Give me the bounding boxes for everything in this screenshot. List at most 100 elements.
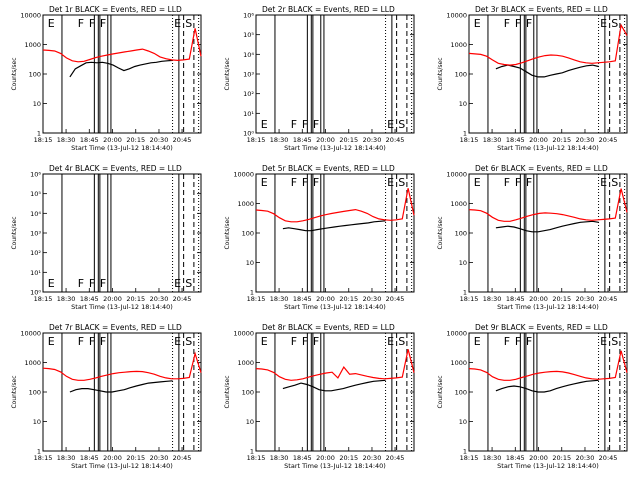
x-tick-label: 18:15 (34, 295, 53, 303)
flag-label: S (185, 277, 192, 290)
x-tick-label: 18:45 (293, 295, 312, 303)
x-axis-label: Start Time (13-Jul-12 18:14:40) (497, 144, 599, 152)
events-series-line (282, 220, 386, 232)
y-tick-label: 100 (29, 71, 41, 79)
flag-label: F (515, 17, 521, 30)
x-tick-label: 18:30 (270, 454, 289, 462)
x-tick-label: 20:00 (529, 136, 548, 144)
flag-label: F (291, 118, 297, 131)
y-tick-label: 10000 (233, 171, 254, 179)
flag-label: F (504, 17, 510, 30)
y-tick-label: 10⁶ (243, 12, 254, 20)
x-tick-label: 18:15 (34, 454, 53, 462)
flag-label: F (504, 335, 510, 348)
flag-label: E (600, 17, 607, 30)
lld-series-line (42, 351, 202, 381)
x-tick-label: 20:45 (386, 136, 405, 144)
flag-label: E (48, 277, 55, 290)
plot-frame (255, 332, 415, 452)
x-axis-label: Start Time (13-Jul-12 18:14:40) (497, 303, 599, 311)
flag-label: F (100, 277, 106, 290)
flag-label: E (474, 17, 481, 30)
y-tick-label: 100 (242, 230, 254, 238)
flag-label: F (302, 335, 308, 348)
x-axis-label: Start Time (13-Jul-12 18:14:40) (497, 462, 599, 470)
x-tick-label: 18:15 (247, 136, 266, 144)
x-tick-label: 18:30 (57, 136, 76, 144)
flag-label: F (291, 335, 297, 348)
detector-panel-7: Det 7r BLACK = Events, RED = LLD 1 10 100 10… (11, 323, 202, 470)
flag-label: E (600, 176, 607, 189)
x-axis-label: Start Time (13-Jul-12 18:14:40) (284, 144, 386, 152)
y-tick-label: 10 (246, 259, 254, 267)
x-tick-label: 20:15 (552, 454, 571, 462)
events-series-line (495, 64, 599, 78)
flag-label: E (261, 176, 268, 189)
panel-title: Det 7r BLACK = Events, RED = LLD (49, 323, 182, 332)
x-tick-label: 18:45 (80, 295, 99, 303)
y-tick-label: 10¹ (243, 110, 254, 118)
x-tick-label: 20:15 (126, 454, 145, 462)
plot-frame (468, 173, 628, 293)
y-tick-label: 1000 (450, 200, 467, 208)
x-tick-label: 18:45 (293, 136, 312, 144)
y-tick-label: 100 (455, 230, 467, 238)
y-tick-label: 100 (455, 71, 467, 79)
y-tick-label: 10¹ (30, 269, 41, 277)
x-tick-label: 20:45 (386, 454, 405, 462)
x-tick-label: 18:15 (460, 454, 479, 462)
x-tick-label: 20:00 (103, 295, 122, 303)
panel-title: Det 8r BLACK = Events, RED = LLD (262, 323, 395, 332)
x-tick-label: 18:45 (293, 454, 312, 462)
y-axis-label: Counts/sec (224, 375, 231, 408)
detector-panel-9: Det 9r BLACK = Events, RED = LLD 1 10 100 10… (437, 323, 628, 470)
x-tick-label: 20:45 (173, 295, 192, 303)
y-tick-label: 10⁴ (30, 210, 41, 218)
x-tick-label: 20:00 (316, 295, 335, 303)
events-series-line (282, 379, 386, 392)
flag-label: F (89, 277, 95, 290)
lld-series-line (255, 349, 415, 381)
y-tick-label: 10² (30, 249, 41, 257)
flag-label: F (504, 176, 510, 189)
detector-panel-5: Det 5r BLACK = Events, RED = LLD 1 10 100 10… (224, 164, 415, 311)
panel-title: Det 2r BLACK = Events, RED = LLD (262, 5, 395, 14)
x-axis-label: Start Time (13-Jul-12 18:14:40) (71, 303, 173, 311)
x-tick-label: 18:30 (270, 136, 289, 144)
flag-label: F (313, 176, 319, 189)
events-series-line (69, 380, 173, 393)
flag-label: E (387, 335, 394, 348)
y-axis-label: Counts/sec (437, 216, 444, 249)
y-axis-label: Counts/sec (11, 216, 18, 249)
y-tick-label: 1000 (450, 359, 467, 367)
x-tick-label: 18:45 (506, 136, 525, 144)
flag-label: F (291, 176, 297, 189)
flag-label: F (89, 17, 95, 30)
flag-label: E (261, 118, 268, 131)
panel-title: Det 5r BLACK = Events, RED = LLD (262, 164, 395, 173)
flag-label: S (398, 335, 405, 348)
panel-title: Det 4r BLACK = Events, RED = LLD (49, 164, 182, 173)
x-tick-label: 18:15 (34, 136, 53, 144)
flag-label: E (600, 335, 607, 348)
flag-label: E (474, 176, 481, 189)
x-tick-label: 20:00 (103, 136, 122, 144)
flag-label: E (174, 277, 181, 290)
flag-label: S (611, 17, 618, 30)
x-tick-label: 20:30 (576, 136, 595, 144)
x-tick-label: 20:45 (599, 136, 618, 144)
flag-label: E (474, 335, 481, 348)
flag-label: F (100, 335, 106, 348)
flag-label: F (302, 176, 308, 189)
y-tick-label: 1000 (24, 359, 41, 367)
x-tick-label: 18:15 (247, 295, 266, 303)
y-tick-label: 100 (455, 389, 467, 397)
y-tick-label: 1000 (237, 200, 254, 208)
x-tick-label: 18:30 (483, 136, 502, 144)
plot-frame (468, 332, 628, 452)
events-series-line (495, 379, 599, 393)
flag-label: F (78, 277, 84, 290)
x-tick-label: 20:15 (339, 454, 358, 462)
flag-label: S (611, 176, 618, 189)
x-axis-label: Start Time (13-Jul-12 18:14:40) (284, 303, 386, 311)
